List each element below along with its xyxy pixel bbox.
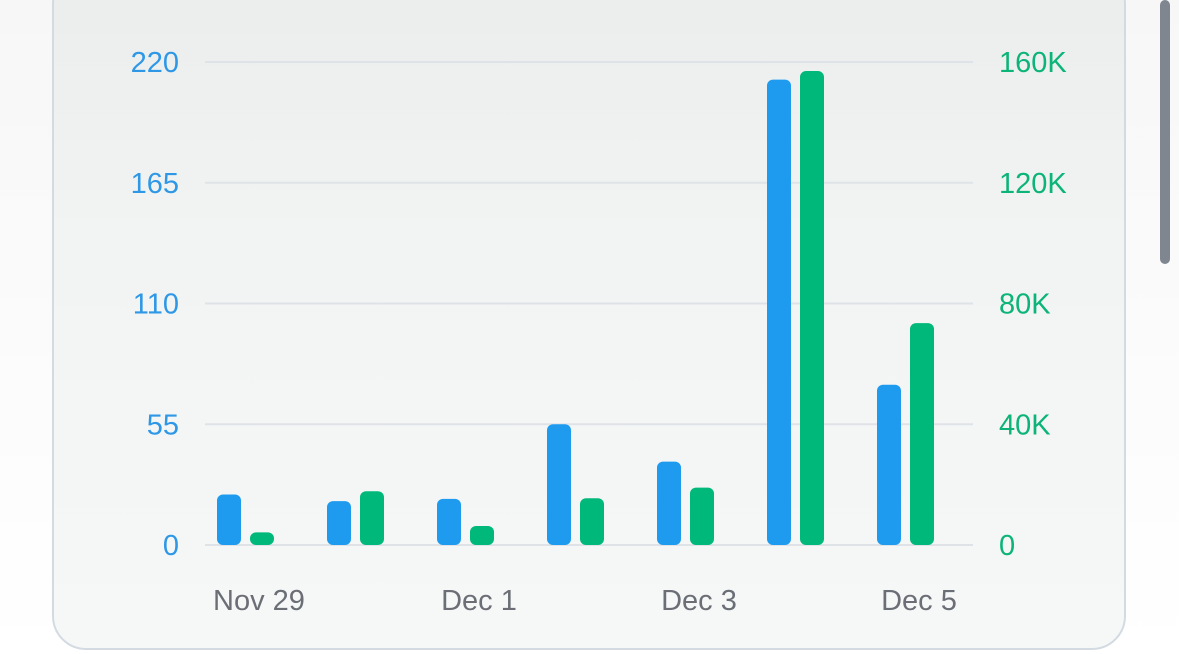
left-tick-label: 55 — [147, 409, 179, 441]
left-tick-label: 165 — [131, 168, 179, 200]
x-tick-label: Nov 29 — [213, 585, 305, 617]
x-axis-ticks: Nov 29 Dec 1 Dec 3 Dec 5 — [213, 585, 957, 617]
left-series-bar — [217, 494, 241, 545]
right-tick-label: 120K — [999, 168, 1067, 200]
right-tick-label: 80K — [999, 289, 1051, 321]
right-tick-label: 40K — [999, 409, 1051, 441]
right-axis-ticks: 0 40K 80K 120K 160K — [999, 47, 1067, 562]
right-series-bar — [690, 487, 714, 545]
left-tick-label: 220 — [131, 47, 179, 79]
x-tick-label: Dec 3 — [661, 585, 737, 617]
left-series-bar — [877, 384, 901, 545]
left-series-bar — [767, 79, 791, 546]
left-axis-ticks: 0 55 110 165 220 — [131, 47, 179, 562]
x-tick-label: Dec 1 — [441, 585, 517, 617]
right-series-bar — [470, 525, 494, 545]
left-series-bar — [437, 498, 461, 545]
gridlines — [205, 61, 973, 546]
right-tick-label: 0 — [999, 530, 1015, 562]
x-tick-label: Dec 5 — [881, 585, 957, 617]
right-tick-label: 160K — [999, 47, 1067, 79]
right-series-bar — [580, 498, 604, 545]
right-series-bar — [360, 491, 384, 545]
left-tick-label: 110 — [133, 289, 179, 321]
left-tick-label: 0 — [163, 530, 179, 562]
scrollbar[interactable] — [1160, 0, 1170, 264]
left-series-bar — [327, 501, 351, 545]
bars — [217, 71, 934, 546]
right-series-bar — [800, 71, 824, 546]
right-series-bar — [910, 323, 934, 545]
left-series-bar — [547, 424, 571, 545]
left-series-bar — [657, 461, 681, 545]
right-series-bar — [250, 532, 274, 545]
